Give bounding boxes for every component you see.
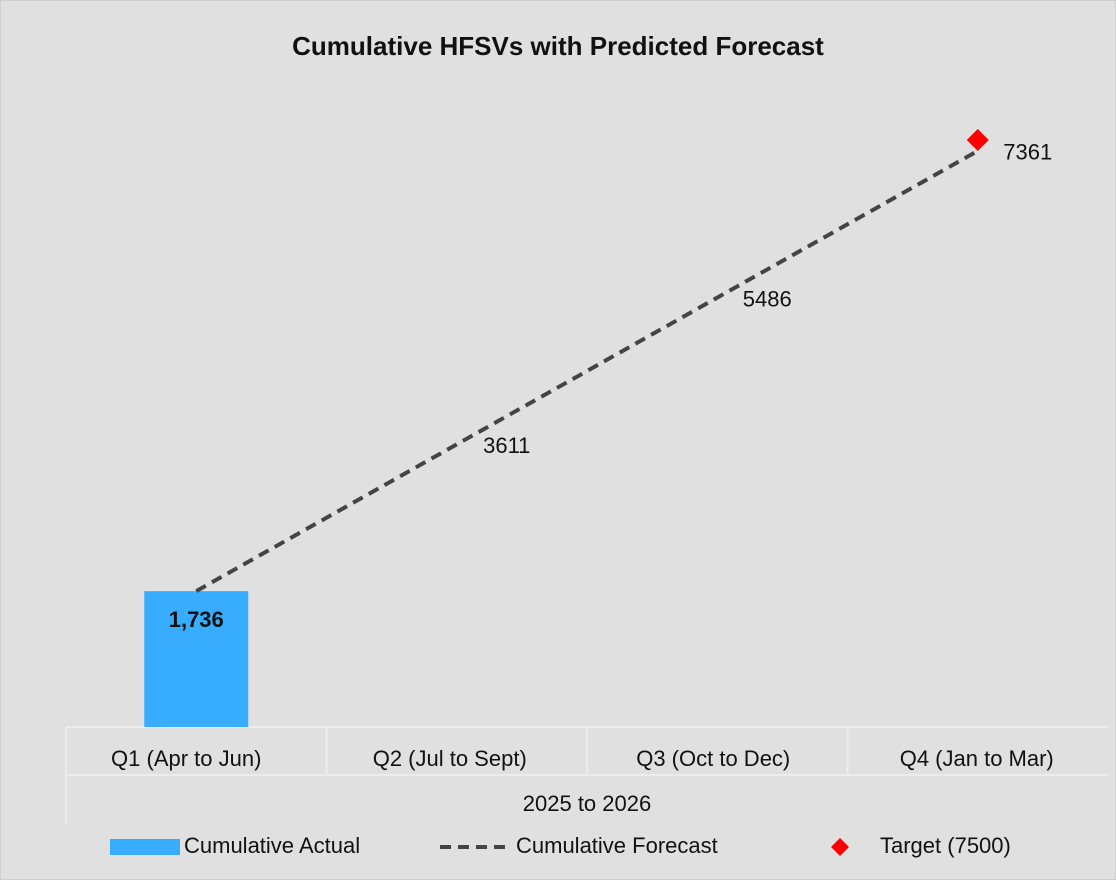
x-tick-label: Q4 (Jan to Mar): [900, 746, 1054, 771]
legend-swatch: [110, 839, 180, 855]
x-tick-label: Q2 (Jul to Sept): [373, 746, 527, 771]
chart-title: Cumulative HFSVs with Predicted Forecast: [292, 31, 824, 61]
legend-label: Cumulative Forecast: [516, 833, 718, 858]
legend-label: Target (7500): [880, 833, 1011, 858]
data-label: 5486: [743, 286, 792, 311]
x-axis-label: 2025 to 2026: [523, 791, 651, 816]
marker: [966, 129, 989, 151]
legend-swatch: [831, 838, 849, 856]
x-tick-label: Q1 (Apr to Jun): [111, 746, 261, 771]
line: [195, 149, 979, 593]
legend-label: Cumulative Actual: [184, 833, 360, 858]
bar: [144, 591, 249, 727]
data-label: 3611: [483, 433, 530, 458]
data-label: 1,736: [169, 607, 224, 632]
x-tick-label: Q3 (Oct to Dec): [636, 746, 790, 771]
data-label: 7361: [1003, 140, 1052, 165]
